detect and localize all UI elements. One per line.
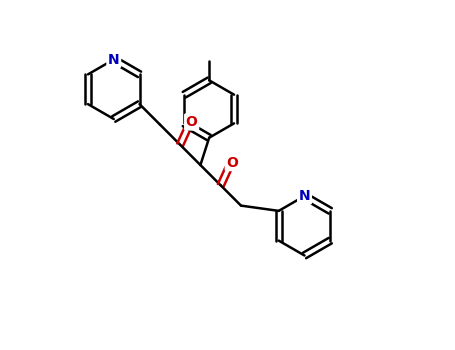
Text: O: O [186,115,197,129]
Text: N: N [298,189,310,203]
Text: N: N [108,52,120,66]
Text: O: O [226,156,238,170]
